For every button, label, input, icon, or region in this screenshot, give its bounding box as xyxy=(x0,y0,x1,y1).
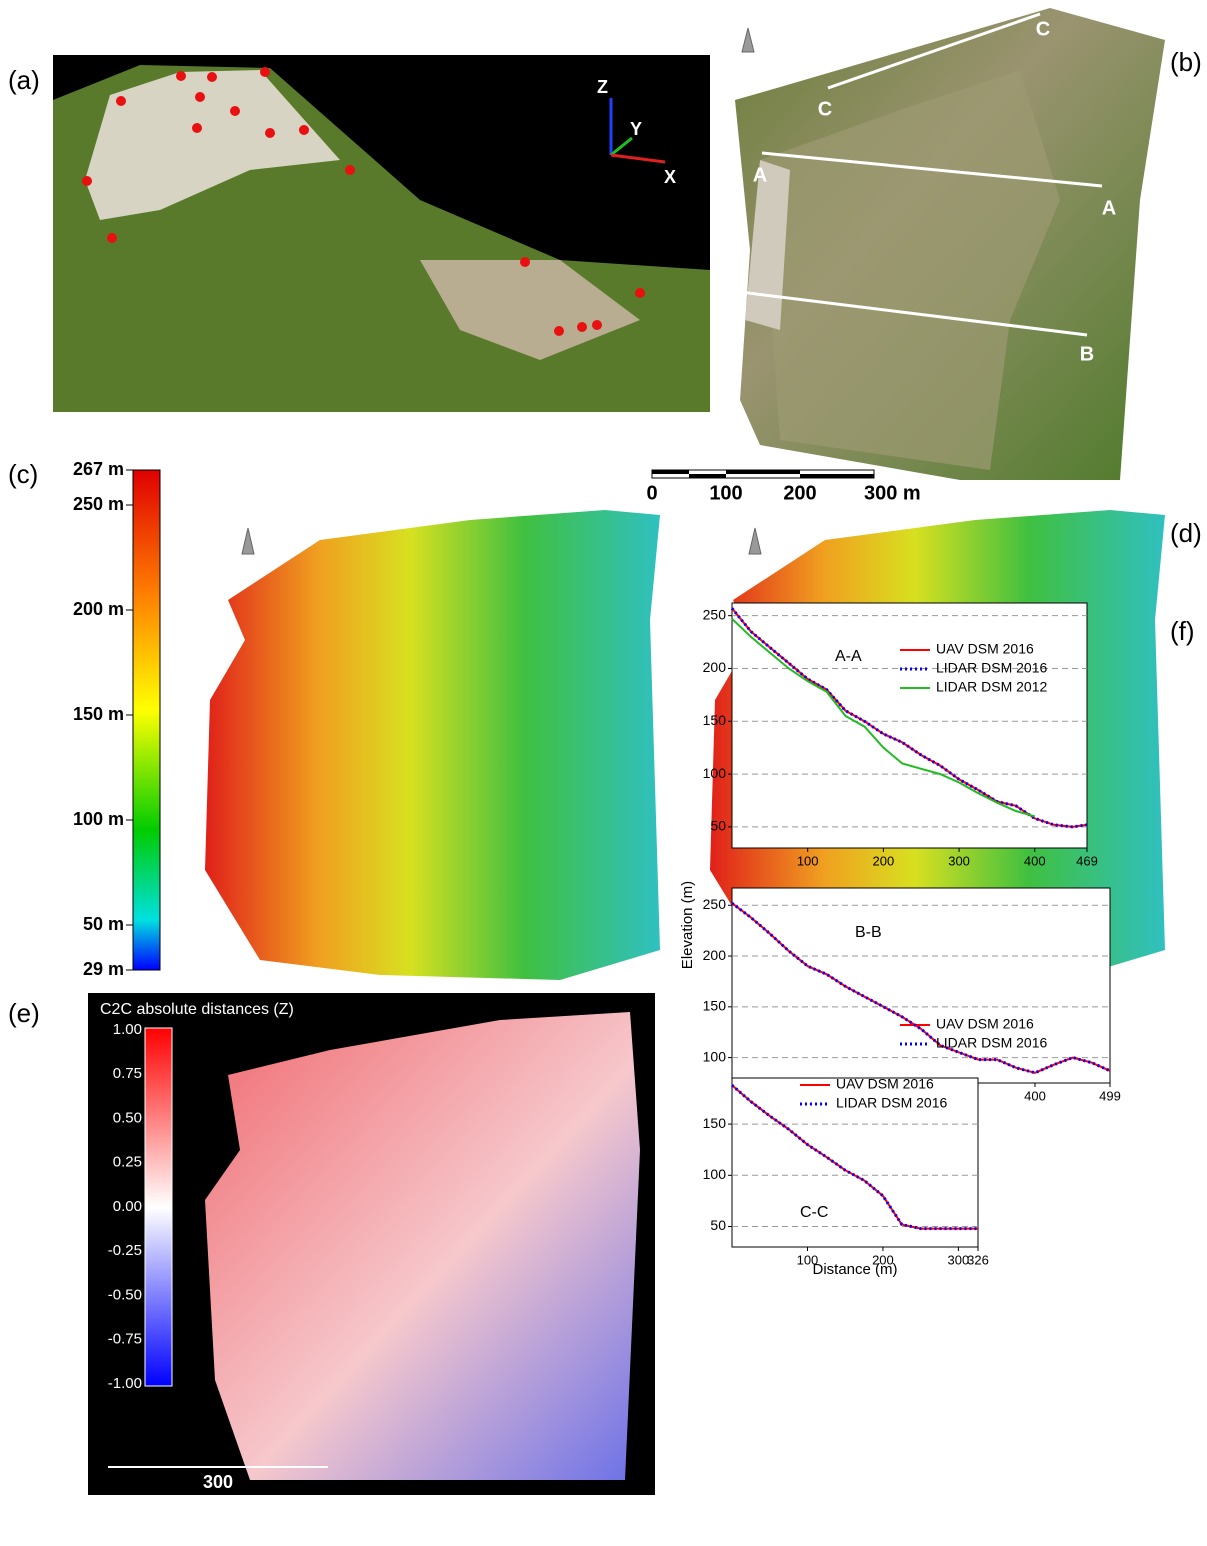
dem-2016-uav xyxy=(205,510,660,980)
y-tick-label: 200 xyxy=(703,947,727,963)
scale-label: 300 xyxy=(203,1472,233,1492)
y-tick-label: 50 xyxy=(710,818,726,834)
colorbar-label: -0.75 xyxy=(108,1331,142,1348)
y-tick-label: 100 xyxy=(703,1166,727,1182)
chart-annotation: A-A xyxy=(835,648,862,665)
north-arrow xyxy=(242,528,254,554)
y-tick-label: 150 xyxy=(703,998,727,1014)
y-tick-label: 150 xyxy=(703,712,727,728)
colorbar-label: -0.50 xyxy=(108,1286,142,1303)
legend-label: LIDAR DSM 2016 xyxy=(936,660,1047,676)
section-label: A xyxy=(753,164,767,186)
colorbar-label: -0.25 xyxy=(108,1242,142,1259)
legend-label: LIDAR DSM 2016 xyxy=(836,1095,947,1111)
map-title: C2C absolute distances (Z) xyxy=(100,1001,294,1018)
y-tick-label: 100 xyxy=(703,1048,727,1064)
y-tick-label: 200 xyxy=(703,659,727,675)
axis-label: X xyxy=(664,167,676,187)
y-tick-label: 150 xyxy=(703,1115,727,1131)
scale-bar xyxy=(652,470,874,478)
colorbar-label: 200 m xyxy=(73,599,124,619)
x-tick-label: 100 xyxy=(797,1252,819,1267)
panel-label: (c) xyxy=(8,459,38,489)
panel-label: (d) xyxy=(1170,518,1202,548)
colorbar-label: 150 m xyxy=(73,704,124,724)
colorbar-label: -1.00 xyxy=(108,1375,142,1392)
legend-label: UAV DSM 2016 xyxy=(836,1076,934,1092)
colorbar-label: 0.00 xyxy=(113,1198,142,1215)
colorbar-label: 0.50 xyxy=(113,1109,142,1126)
plot-frame xyxy=(732,888,1110,1083)
legend-label: LIDAR DSM 2012 xyxy=(936,679,1047,695)
colorbar-label: 100 m xyxy=(73,809,124,829)
colorbar-label: 267 m xyxy=(73,459,124,479)
colorbar-label: 1.00 xyxy=(113,1021,142,1038)
colorbar-label: 250 m xyxy=(73,494,124,514)
chart-annotation: B-B xyxy=(855,924,882,941)
y-tick-label: 250 xyxy=(703,896,727,912)
x-tick-label: 400 xyxy=(1024,853,1046,868)
x-tick-label: 400 xyxy=(1024,1088,1046,1103)
panel-label: (b) xyxy=(1170,47,1202,77)
elevation-colorbar xyxy=(133,470,160,970)
panel-a: Z Y X (a) xyxy=(8,55,710,412)
x-tick-label: 300 xyxy=(948,1252,970,1267)
colorbar-label: 0.75 xyxy=(113,1065,142,1082)
section-label: C xyxy=(1036,18,1050,40)
x-tick-label: 200 xyxy=(873,853,895,868)
scalebar-label: 100 xyxy=(709,482,742,504)
scalebar-label: 300 m xyxy=(864,482,921,504)
panel-label: (a) xyxy=(8,65,40,95)
y-tick-label: 50 xyxy=(710,1217,726,1233)
x-tick-label: 300 xyxy=(948,853,970,868)
section-label: B xyxy=(721,295,735,317)
x-tick-label: 326 xyxy=(967,1252,989,1267)
y-tick-label: 250 xyxy=(703,606,727,622)
y-axis-title: Elevation (m) xyxy=(679,881,696,969)
panel-b: A A B B C C (b) xyxy=(721,8,1202,480)
distance-colorbar xyxy=(145,1028,172,1386)
legend-label: UAV DSM 2016 xyxy=(936,1016,1034,1032)
colorbar-label: 0.25 xyxy=(113,1154,142,1171)
north-arrow xyxy=(742,28,754,52)
colorbar-label: 29 m xyxy=(83,959,124,979)
y-tick-label: 100 xyxy=(703,765,727,781)
x-tick-label: 469 xyxy=(1076,853,1098,868)
axis-label: Y xyxy=(630,119,642,139)
axis-label: Z xyxy=(597,77,608,97)
legend-label: LIDAR DSM 2016 xyxy=(936,1035,1047,1051)
scalebar-label: 200 xyxy=(783,482,816,504)
chart-annotation: C-C xyxy=(800,1204,828,1221)
scalebar-label: 0 xyxy=(646,482,657,504)
x-tick-label: 100 xyxy=(797,853,819,868)
section-label: B xyxy=(1080,343,1094,365)
section-label: A xyxy=(1102,197,1116,219)
panel-e: (e) C2C absolute distances (Z) 1.00 0.75 0… xyxy=(8,993,655,1495)
colorbar-label: 50 m xyxy=(83,914,124,934)
legend-label: UAV DSM 2016 xyxy=(936,641,1034,657)
figure: Z Y X (a) A A B B C C (b) (c) 267 m 250 m… xyxy=(0,0,1207,1541)
north-arrow xyxy=(749,528,761,554)
section-label: C xyxy=(818,98,832,120)
panel-label: (f) xyxy=(1170,616,1195,646)
panel-label: (e) xyxy=(8,998,40,1028)
c2c-map xyxy=(205,1012,640,1480)
x-tick-label: 200 xyxy=(872,1252,894,1267)
x-tick-label: 499 xyxy=(1099,1088,1121,1103)
